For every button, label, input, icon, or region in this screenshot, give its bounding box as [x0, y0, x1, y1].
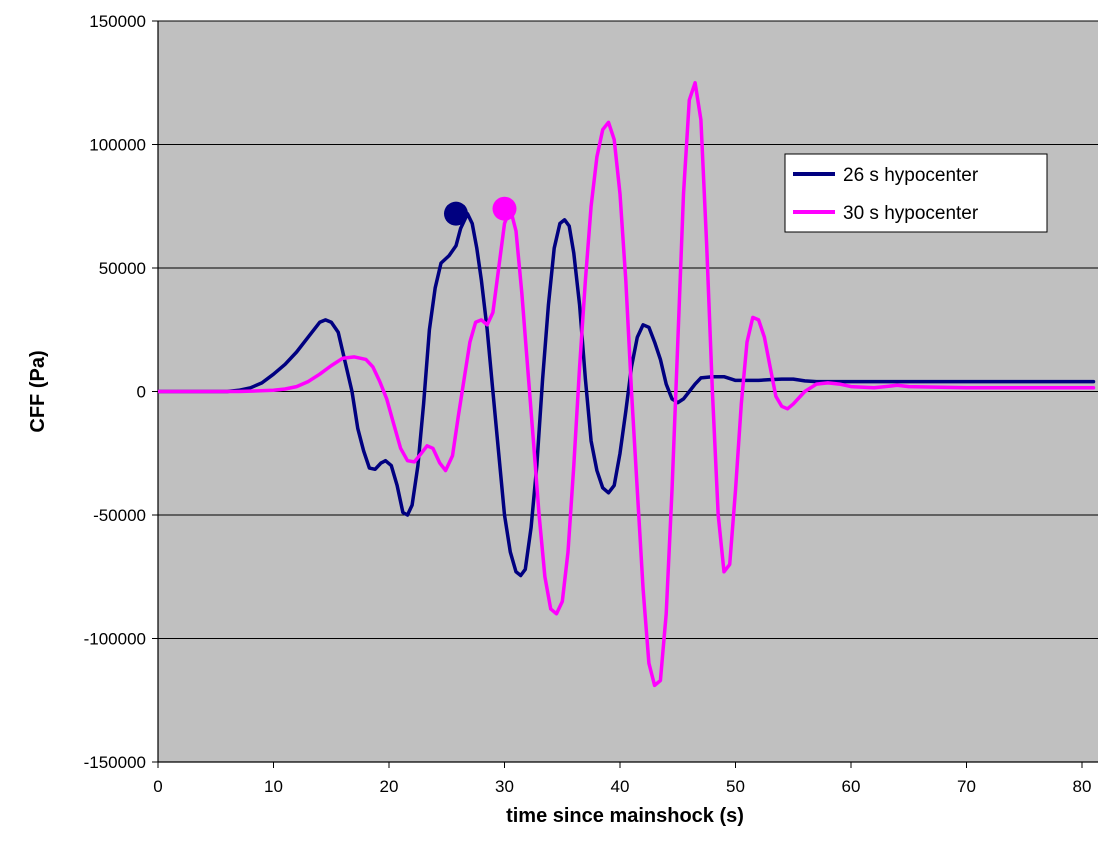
y-tick-label: -50000: [93, 506, 146, 525]
series-line-2: [158, 81, 1096, 688]
series-marker-1: [443, 201, 468, 226]
x-tick-label: 70: [957, 777, 976, 796]
x-tick-label: 50: [726, 777, 745, 796]
legend-label: 26 s hypocenter: [843, 165, 979, 186]
series-line-1: [158, 211, 1096, 578]
y-tick-label: 150000: [89, 12, 146, 31]
y-tick-label: -100000: [84, 630, 146, 649]
x-tick-label: 30: [495, 777, 514, 796]
x-tick-label: 40: [611, 777, 630, 796]
series-marker-2: [492, 196, 517, 221]
x-axis-title: time since mainshock (s): [506, 805, 744, 827]
y-tick-label: -150000: [84, 753, 146, 772]
y-tick-label: 50000: [99, 259, 146, 278]
x-tick-label: 60: [842, 777, 861, 796]
y-tick-label: 0: [137, 383, 146, 402]
x-tick-label: 80: [1073, 777, 1092, 796]
series-lines: [158, 81, 1096, 688]
axes: -150000 -100000 -50000 0 50000 100000 150000 0 1…: [84, 12, 1098, 796]
x-tick-label: 0: [153, 777, 162, 796]
legend: 26 s hypocenter 30 s hypocenter: [784, 153, 1048, 233]
legend-box: [784, 153, 1048, 233]
legend-label: 30 s hypocenter: [843, 203, 979, 224]
y-tick-label: 100000: [89, 136, 146, 155]
y-axis-title: CFF (Pa): [27, 350, 49, 432]
x-tick-label: 10: [264, 777, 283, 796]
x-tick-label: 20: [380, 777, 399, 796]
